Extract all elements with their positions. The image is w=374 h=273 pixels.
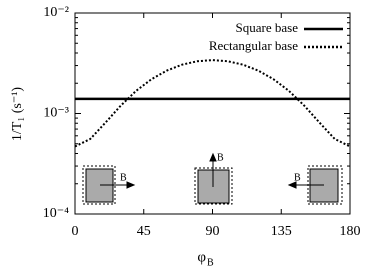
legend-label: Square base (236, 20, 299, 35)
x-tick-label: 0 (72, 224, 79, 239)
x-tick-label: 45 (137, 224, 151, 239)
arrow-head (126, 181, 136, 189)
series-line (74, 59, 351, 148)
annotation: B (217, 152, 224, 163)
x-tick-label: 180 (340, 224, 361, 239)
y-tick-label: 10⁻² (43, 5, 69, 20)
y-tick-label: 10⁻³ (43, 106, 69, 121)
arrow-head (209, 152, 217, 162)
icon-outline (194, 167, 233, 205)
arrow-head (287, 181, 297, 189)
icon-outline (82, 165, 116, 205)
legend-label: Rectangular base (209, 38, 298, 53)
inset-icons (82, 152, 343, 205)
annotation: B (294, 172, 301, 183)
x-tick-label: 135 (271, 224, 292, 239)
x-axis-label-sub: B (207, 257, 214, 268)
annotation: B (120, 172, 127, 183)
y-axis-label: 1/T₁ (s⁻¹) (10, 87, 25, 142)
y-tick-label: 10⁻⁴ (43, 206, 69, 221)
x-tick-label: 90 (206, 224, 220, 239)
x-axis-label: φ (197, 249, 206, 265)
